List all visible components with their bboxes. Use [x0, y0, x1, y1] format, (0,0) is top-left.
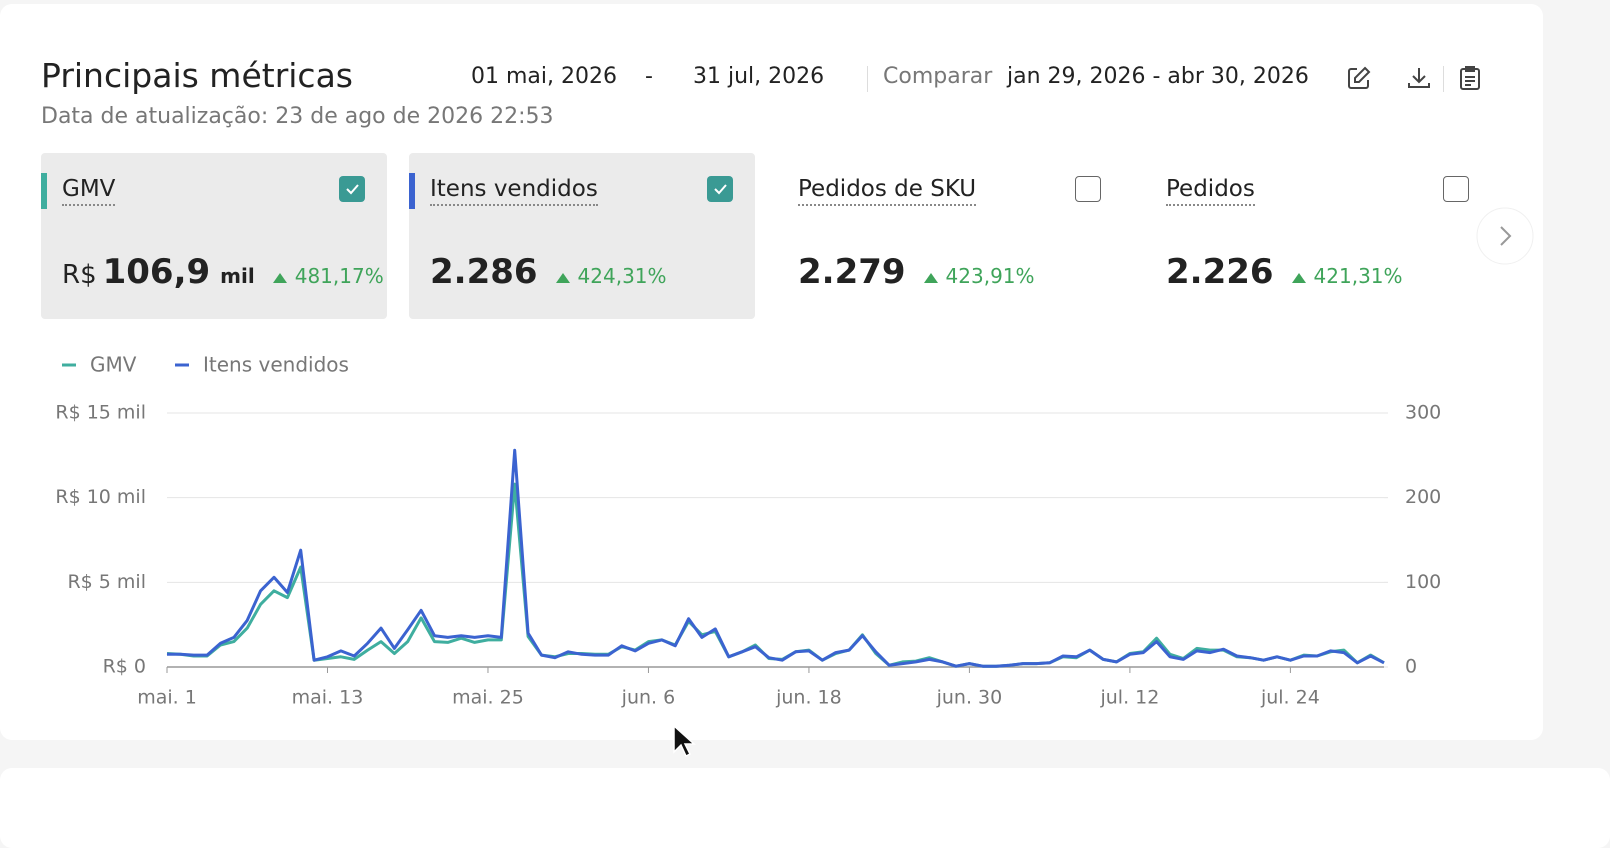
y-tick-label: R$ 10 mil — [55, 486, 146, 508]
legend-label: Itens vendidos — [203, 353, 349, 377]
page-title: Principais métricas — [41, 56, 353, 95]
y-tick-label: R$ 5 mil — [67, 571, 146, 593]
series-line — [166, 482, 1385, 668]
y2-tick-label: 200 — [1405, 486, 1441, 508]
card-accent — [409, 173, 415, 209]
x-tick-label: mai. 13 — [292, 687, 364, 709]
metric-label: Pedidos — [1166, 176, 1255, 206]
compare-label: Comparar — [883, 64, 993, 89]
y-tick-label: R$ 15 mil — [55, 402, 146, 424]
compare-range[interactable]: jan 29, 2026 - abr 30, 2026 — [1007, 64, 1309, 89]
metric-label: GMV — [62, 176, 116, 206]
x-tick-label: jun. 18 — [775, 687, 842, 709]
metric-value-row: 2.286 424,31% — [430, 252, 667, 292]
metric-card[interactable] — [41, 153, 387, 319]
check-mark — [346, 184, 359, 195]
metric-value-row: 2.226 421,31% — [1166, 252, 1403, 292]
separator — [1443, 66, 1444, 92]
next-button[interactable] — [1475, 206, 1535, 266]
metric-change: 424,31% — [556, 264, 667, 288]
x-tick-label: mai. 25 — [452, 687, 524, 709]
end-date[interactable]: 31 jul, 2026 — [693, 64, 825, 89]
metrics-panel — [0, 4, 1543, 740]
metric-value: 2.279 — [798, 252, 906, 292]
metric-value: 106,9 — [102, 252, 211, 292]
chart: R$ 0 R$ 5 mil R$ 10 mil R$ 15 mil 0 100 200 300… — [55, 353, 1441, 709]
update-time: Data de atualização: 23 de ago de 2026 2… — [41, 104, 554, 129]
checkbox[interactable] — [1443, 176, 1469, 202]
date-separator: - — [645, 64, 653, 89]
series-line — [167, 448, 1385, 668]
x-tick-label: jun. 30 — [936, 687, 1003, 709]
metric-label: Pedidos de SKU — [798, 176, 977, 206]
y2-tick-label: 100 — [1405, 571, 1441, 593]
metric-value-row: 2.279 423,91% — [798, 252, 1035, 292]
x-tick-label: jun. 6 — [621, 687, 676, 709]
metric-label: Itens vendidos — [430, 176, 598, 206]
edit-icon[interactable] — [1346, 65, 1372, 91]
metric-value: 2.226 — [1166, 252, 1274, 292]
metric-change: 421,31% — [1292, 264, 1403, 288]
metric-change: 481,17% — [273, 264, 384, 288]
value-suffix: mil — [220, 264, 255, 288]
report-icon[interactable] — [1457, 65, 1483, 91]
start-date[interactable]: 01 mai, 2026 — [471, 64, 617, 89]
metric-change: 423,91% — [924, 264, 1035, 288]
metric-value-row: R$ 106,9 mil 481,17% — [62, 252, 384, 292]
y2-tick-label: 300 — [1405, 402, 1441, 424]
checkbox[interactable] — [707, 176, 733, 202]
card-accent — [41, 173, 47, 209]
y2-tick-label: 0 — [1405, 656, 1417, 678]
value-prefix: R$ — [62, 260, 97, 290]
x-tick-label: jul. 12 — [1099, 687, 1159, 709]
checkbox[interactable] — [1075, 176, 1101, 202]
metric-value: 2.286 — [430, 252, 538, 292]
checkbox[interactable] — [339, 176, 365, 202]
download-icon[interactable] — [1406, 65, 1432, 91]
y-tick-label: R$ 0 — [103, 656, 146, 678]
check-mark — [714, 184, 727, 195]
legend-label: GMV — [90, 353, 137, 377]
separator — [867, 66, 868, 92]
cursor — [673, 724, 696, 758]
x-tick-label: mai. 1 — [137, 687, 197, 709]
next-panel — [0, 768, 1610, 848]
x-tick-label: jul. 24 — [1260, 687, 1320, 709]
metric-card[interactable] — [409, 153, 755, 319]
